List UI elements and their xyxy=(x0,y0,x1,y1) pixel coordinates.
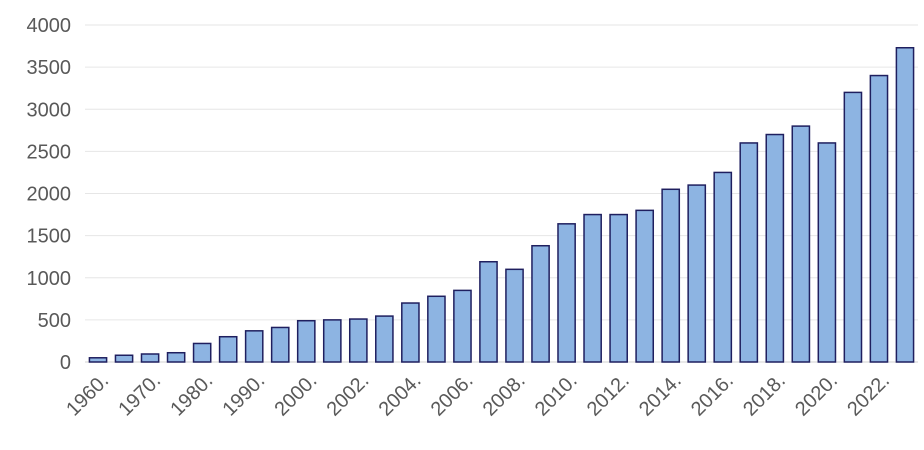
x-tick-label: 2022. xyxy=(843,370,894,421)
bar xyxy=(739,142,759,363)
bar xyxy=(479,260,498,363)
x-tick-label: 2010. xyxy=(531,370,582,421)
y-tick-label: 4000 xyxy=(27,15,72,37)
x-tick-label: 2018. xyxy=(739,370,790,421)
bar xyxy=(244,330,264,363)
y-tick-label: 2500 xyxy=(27,141,72,163)
bar xyxy=(843,91,863,363)
x-tick-label: 2012. xyxy=(583,370,634,421)
bar xyxy=(635,209,655,363)
y-tick-label: 1500 xyxy=(27,226,72,248)
bar xyxy=(427,295,446,363)
bar xyxy=(765,133,785,363)
bar xyxy=(166,351,186,363)
bar xyxy=(557,223,576,363)
x-tick-label: 2004. xyxy=(375,370,426,421)
bar xyxy=(895,46,915,363)
x-tick-label: 2002. xyxy=(323,370,374,421)
y-tick-label: 3000 xyxy=(27,99,72,121)
x-tick-label: 1990. xyxy=(218,370,269,421)
bar xyxy=(661,188,681,363)
x-tick-label: 2014. xyxy=(635,370,686,421)
bar xyxy=(401,302,420,363)
bar xyxy=(88,357,108,363)
bar xyxy=(322,319,342,363)
bar xyxy=(453,289,472,363)
bar xyxy=(296,319,316,363)
y-tick-label: 1000 xyxy=(27,268,72,290)
bar xyxy=(192,342,212,363)
bar xyxy=(505,268,524,363)
bar xyxy=(375,315,394,363)
y-tick-label: 3500 xyxy=(27,57,72,79)
x-tick-label: 2000. xyxy=(271,370,322,421)
bar xyxy=(140,353,160,363)
bar xyxy=(348,318,368,363)
bar xyxy=(270,326,290,363)
bar xyxy=(713,171,733,363)
y-tick-label: 500 xyxy=(38,310,71,332)
bar xyxy=(817,142,837,363)
x-tick-label: 1980. xyxy=(166,370,217,421)
bar xyxy=(531,244,550,363)
bar xyxy=(687,184,707,363)
x-tick-label: 2020. xyxy=(791,370,842,421)
x-tick-label: 2006. xyxy=(427,370,478,421)
x-tick-label: 1960. xyxy=(62,370,113,421)
x-tick-label: 2016. xyxy=(687,370,738,421)
y-tick-label: 0 xyxy=(60,352,71,374)
bar xyxy=(869,74,889,363)
bar xyxy=(583,213,602,363)
bar xyxy=(218,335,238,363)
bar xyxy=(114,354,134,363)
x-tick-label: 2008. xyxy=(479,370,530,421)
x-tick-label: 1970. xyxy=(114,370,165,421)
bar xyxy=(609,213,628,363)
bar xyxy=(791,125,811,363)
y-tick-label: 2000 xyxy=(27,184,72,206)
